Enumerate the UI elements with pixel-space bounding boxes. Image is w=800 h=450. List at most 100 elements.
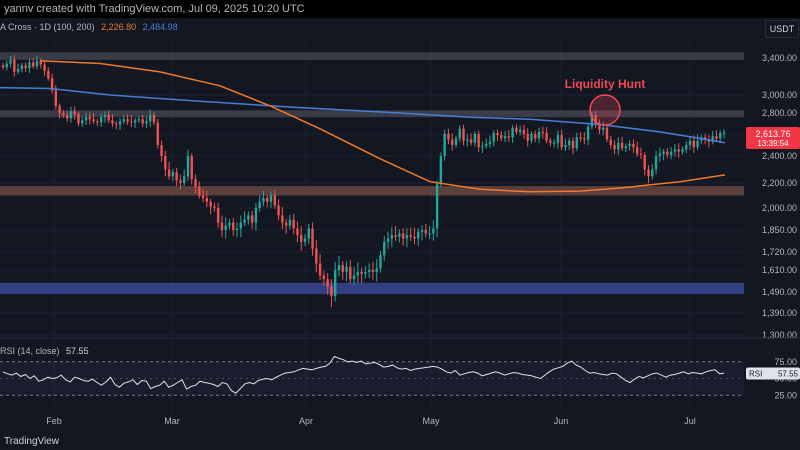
candle-body xyxy=(198,186,201,196)
candle-body xyxy=(315,248,318,264)
candle-body xyxy=(133,120,137,123)
candle-body xyxy=(250,215,254,223)
candle-body xyxy=(473,134,477,143)
candle-body xyxy=(439,156,443,185)
candle-body xyxy=(39,60,42,65)
candle-body xyxy=(152,115,156,123)
candle-body xyxy=(126,119,129,122)
candle-body xyxy=(571,140,575,149)
candle-body xyxy=(617,142,620,150)
candle-body xyxy=(360,271,363,274)
candle-body xyxy=(413,236,416,239)
candle-body xyxy=(43,64,46,71)
x-tick-label: May xyxy=(422,416,440,426)
candle-body xyxy=(205,198,209,202)
candle-body xyxy=(401,233,405,239)
candle-body xyxy=(420,230,424,232)
candle-body xyxy=(545,132,548,141)
candle-body xyxy=(405,235,409,239)
candle-body xyxy=(300,235,303,242)
candle-body xyxy=(367,270,371,272)
candle-body xyxy=(462,128,465,141)
candle-body xyxy=(266,198,269,202)
candle-body xyxy=(213,206,216,208)
candle-body xyxy=(677,149,680,152)
candle-body xyxy=(500,135,503,139)
candle-body xyxy=(658,153,662,156)
candle-body xyxy=(711,136,714,142)
candle-body xyxy=(568,140,571,145)
candle-body xyxy=(435,184,439,229)
candle-body xyxy=(145,121,148,124)
candle-body xyxy=(160,145,163,156)
candle-body xyxy=(103,115,107,118)
tradingview-logo[interactable]: TradingView xyxy=(4,436,60,447)
candle-body xyxy=(65,115,69,119)
y-tick-label: 2,200.00 xyxy=(762,178,797,188)
candle-body xyxy=(481,146,484,148)
candle-body xyxy=(511,127,514,138)
y-tick-label: 2,800.00 xyxy=(762,108,797,118)
candle-body xyxy=(182,176,186,183)
candle-body xyxy=(515,127,518,132)
candle-body xyxy=(507,136,511,138)
candle-body xyxy=(224,225,227,230)
candle-body xyxy=(201,195,205,198)
candle-body xyxy=(492,132,495,142)
candle-body xyxy=(522,129,526,134)
x-tick-label: Jun xyxy=(554,416,569,426)
candle-body xyxy=(647,169,650,177)
candle-body xyxy=(84,117,88,121)
candle-body xyxy=(409,235,412,237)
support-resistance-zone xyxy=(0,186,744,196)
candle-body xyxy=(583,138,586,140)
candle-body xyxy=(118,121,122,125)
candle-body xyxy=(417,231,420,239)
candle-body xyxy=(398,233,401,237)
candle-body xyxy=(99,117,103,123)
candle-body xyxy=(352,275,356,280)
candle-body xyxy=(719,132,722,139)
candle-body xyxy=(345,266,348,272)
candle-body xyxy=(277,205,280,216)
candle-body xyxy=(628,143,631,147)
price-badge-countdown: 13:39:54 xyxy=(757,139,789,148)
x-tick-label: Feb xyxy=(46,416,62,426)
candle-body xyxy=(484,143,488,147)
x-tick-label: Jul xyxy=(684,416,696,426)
header-bar: yannv created with TradingView.com, Jul … xyxy=(0,0,800,18)
candle-body xyxy=(326,279,329,287)
candle-body xyxy=(613,145,616,150)
liquidity-hunt-label: Liquidity Hunt xyxy=(565,77,646,91)
candle-body xyxy=(303,238,307,242)
candle-body xyxy=(681,149,684,152)
rsi-legend-label: RSI (14, close) xyxy=(0,346,60,356)
candle-body xyxy=(81,120,84,124)
x-tick-label: Mar xyxy=(164,416,180,426)
ma-200-line xyxy=(39,60,726,193)
ma200-value: 2,484.98 xyxy=(142,22,178,32)
credit-text: yannv created with TradingView.com, Jul … xyxy=(4,3,305,15)
candle-body xyxy=(394,235,397,237)
candle-body xyxy=(341,265,344,272)
candle-body xyxy=(692,140,696,148)
candle-body xyxy=(228,222,231,226)
candle-body xyxy=(598,124,601,130)
candle-body xyxy=(73,111,76,115)
rsi-legend: RSI (14, close) 57.55 xyxy=(0,346,89,356)
candle-body xyxy=(639,153,643,155)
candle-body xyxy=(141,119,144,124)
y-tick-label: 1,720.00 xyxy=(762,247,797,257)
candle-body xyxy=(330,286,333,297)
candle-body xyxy=(31,62,35,67)
rsi-badge xyxy=(746,367,800,380)
candle-body xyxy=(696,140,699,148)
currency-selector[interactable]: USDT xyxy=(765,20,799,38)
candle-body xyxy=(50,78,54,91)
candle-body xyxy=(666,151,669,155)
liquidity-hunt-circle xyxy=(589,94,621,126)
candle-body xyxy=(122,119,125,122)
candle-body xyxy=(186,156,190,177)
candle-body xyxy=(333,270,337,297)
